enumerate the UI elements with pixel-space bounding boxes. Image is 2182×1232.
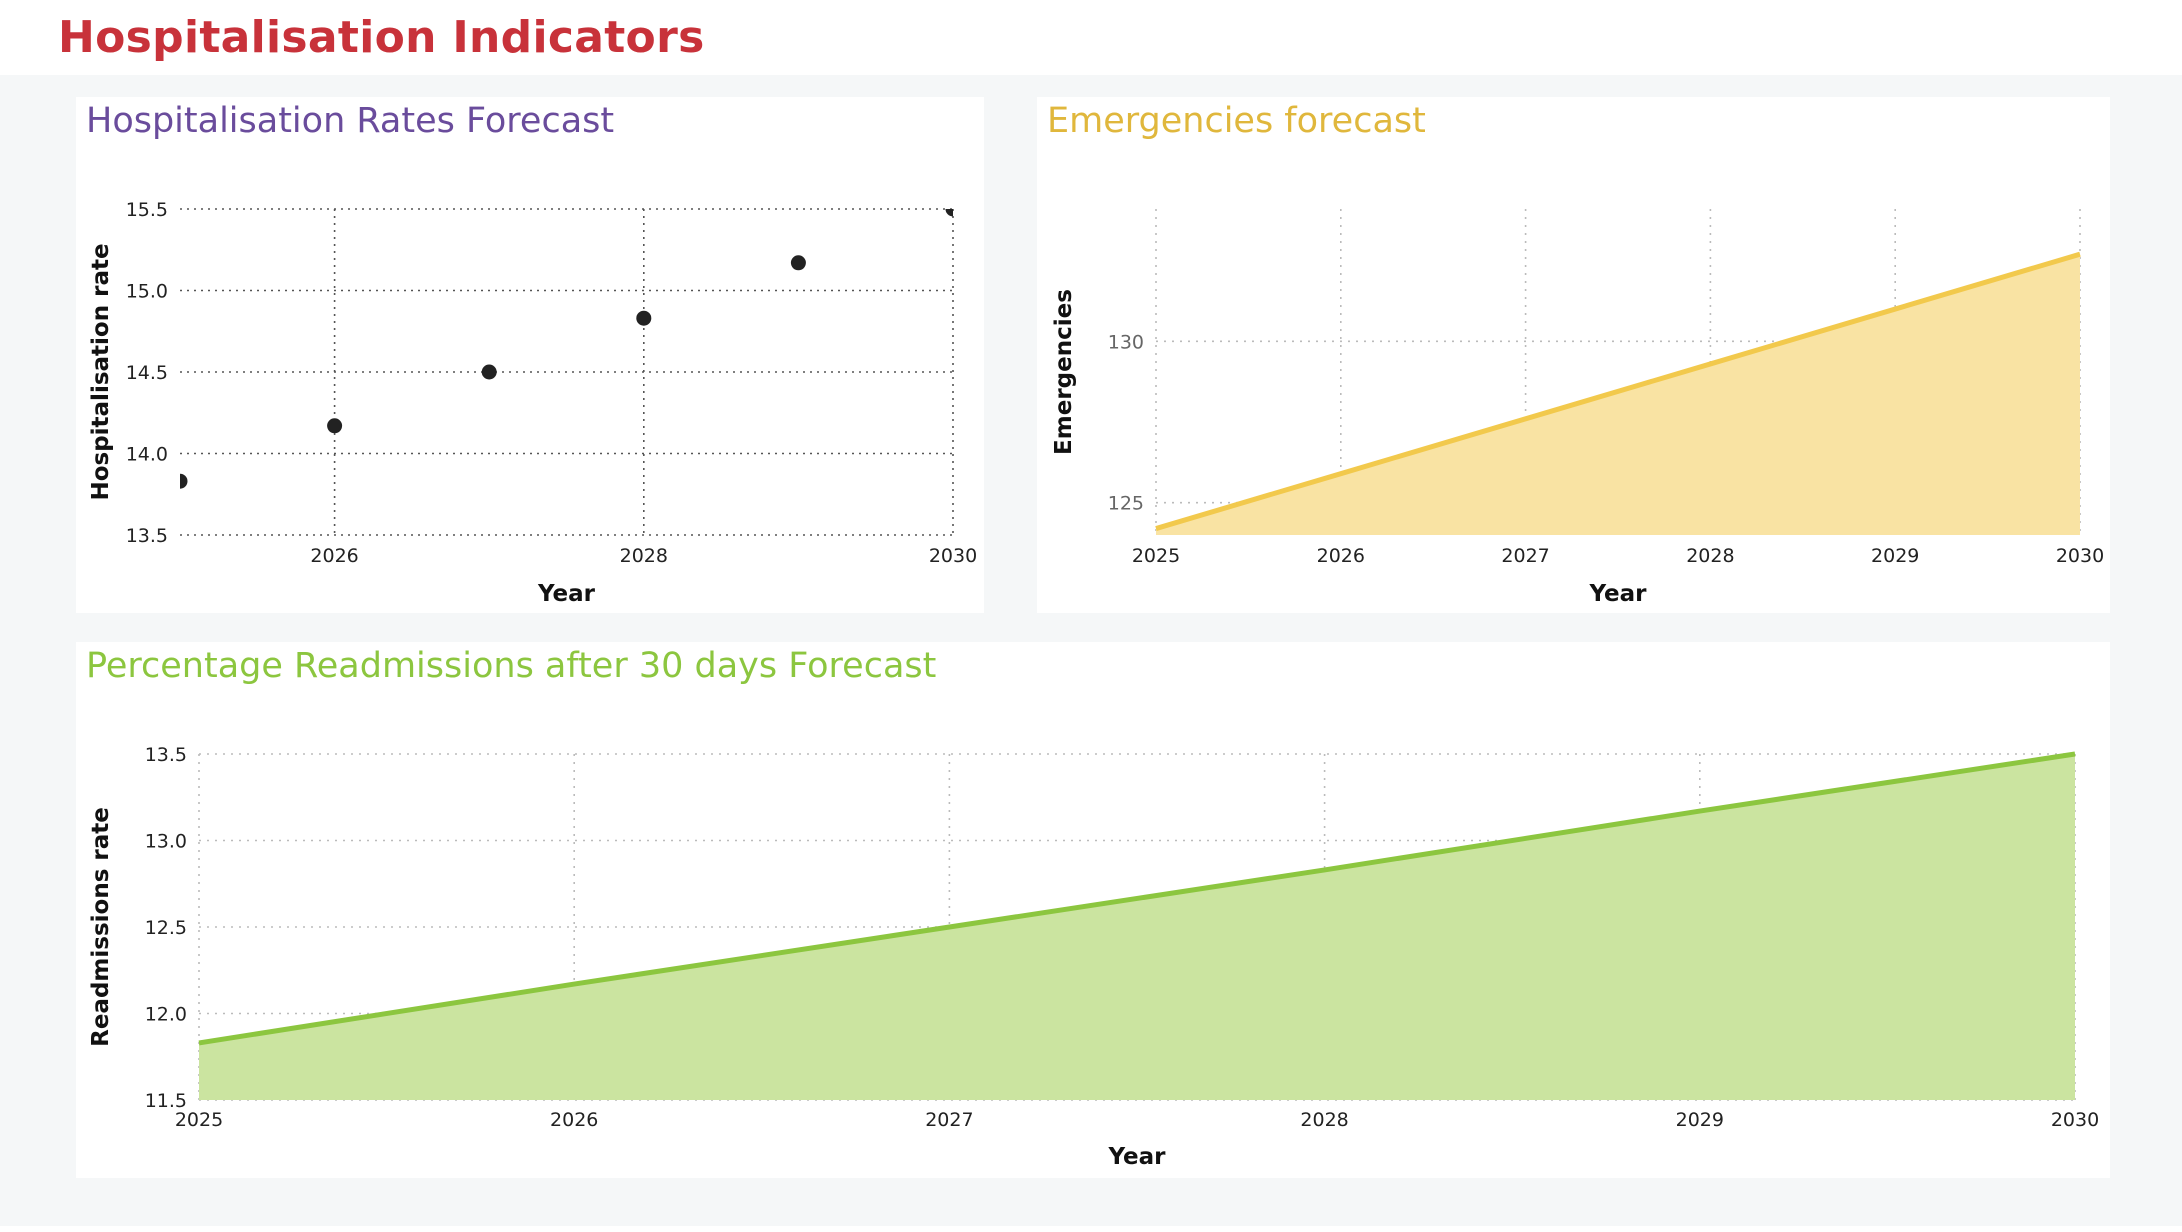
readmissions-chart[interactable]: 11.5 12.0 12.5 13.0 13.5 2025 2026 2027 2028 2029… [76,642,2110,1178]
y-tick-label: 15.0 [126,281,168,303]
data-point [327,418,343,434]
x-tick-label: 2030 [929,545,977,567]
hospitalisation-rates-card[interactable]: Hospitalisation Rates Forecast 13.5 14.0 1… [76,97,984,613]
data-point [636,310,652,326]
readmissions-title: Percentage Readmissions after 30 days Fo… [86,646,937,686]
y-axis-title: Emergencies [1051,289,1077,455]
y-tick-label: 15.5 [126,199,168,221]
x-tick-label: 2029 [1871,545,1919,567]
area-fill [199,754,2075,1100]
scatter-points [180,209,953,489]
x-tick-label: 2026 [1317,545,1365,567]
y-tick-label: 13.5 [145,744,187,766]
data-point [481,364,497,380]
y-tick-label: 130 [1108,331,1144,353]
y-tick-label: 14.5 [126,362,168,384]
emergencies-card[interactable]: Emergencies forecast 125 130 2025 2026 2027 2… [1037,97,2110,613]
y-tick-label: 12.0 [145,1004,187,1026]
x-tick-label: 2025 [1132,545,1180,567]
data-point [945,209,953,217]
x-tick-label: 2028 [1300,1109,1348,1131]
y-tick-label: 13.5 [126,525,168,547]
x-tick-label: 2029 [1676,1109,1724,1131]
series-line [198,751,2076,1046]
x-axis-title: Year [537,581,596,607]
header-bar: Hospitalisation Indicators [0,0,2182,75]
emergencies-title: Emergencies forecast [1047,101,1426,141]
hospitalisation-rates-title: Hospitalisation Rates Forecast [86,101,615,141]
x-tick-label: 2027 [1501,545,1549,567]
data-point [790,255,806,271]
hospitalisation-rates-chart[interactable]: 13.5 14.0 14.5 15.0 15.5 2026 2028 2030 Year Hosp… [76,97,984,613]
y-axis-title: Readmissions rate [88,807,114,1047]
y-axis-title: Hospitalisation rate [88,243,114,500]
y-tick-label: 125 [1108,493,1144,515]
bottom-strip [0,1226,2182,1232]
x-tick-label: 2027 [925,1109,973,1131]
emergencies-chart[interactable]: 125 130 2025 2026 2027 2028 2029 2030 Year Emerge… [1037,97,2110,613]
x-axis-title: Year [1588,581,1647,607]
x-tick-label: 2030 [2056,545,2104,567]
readmissions-card[interactable]: Percentage Readmissions after 30 days Fo… [76,642,2110,1178]
x-tick-label: 2025 [175,1109,223,1131]
series-line [1155,251,2081,531]
y-tick-label: 11.5 [145,1090,187,1112]
x-tick-label: 2026 [550,1109,598,1131]
y-tick-label: 14.0 [126,444,168,466]
x-tick-label: 2030 [2051,1109,2099,1131]
y-tick-label: 13.0 [145,831,187,853]
x-axis-title: Year [1107,1144,1166,1170]
x-tick-label: 2028 [1686,545,1734,567]
data-point [180,473,188,489]
page-title: Hospitalisation Indicators [58,12,705,63]
x-tick-label: 2028 [620,545,668,567]
y-tick-label: 12.5 [145,917,187,939]
x-tick-label: 2026 [310,545,358,567]
